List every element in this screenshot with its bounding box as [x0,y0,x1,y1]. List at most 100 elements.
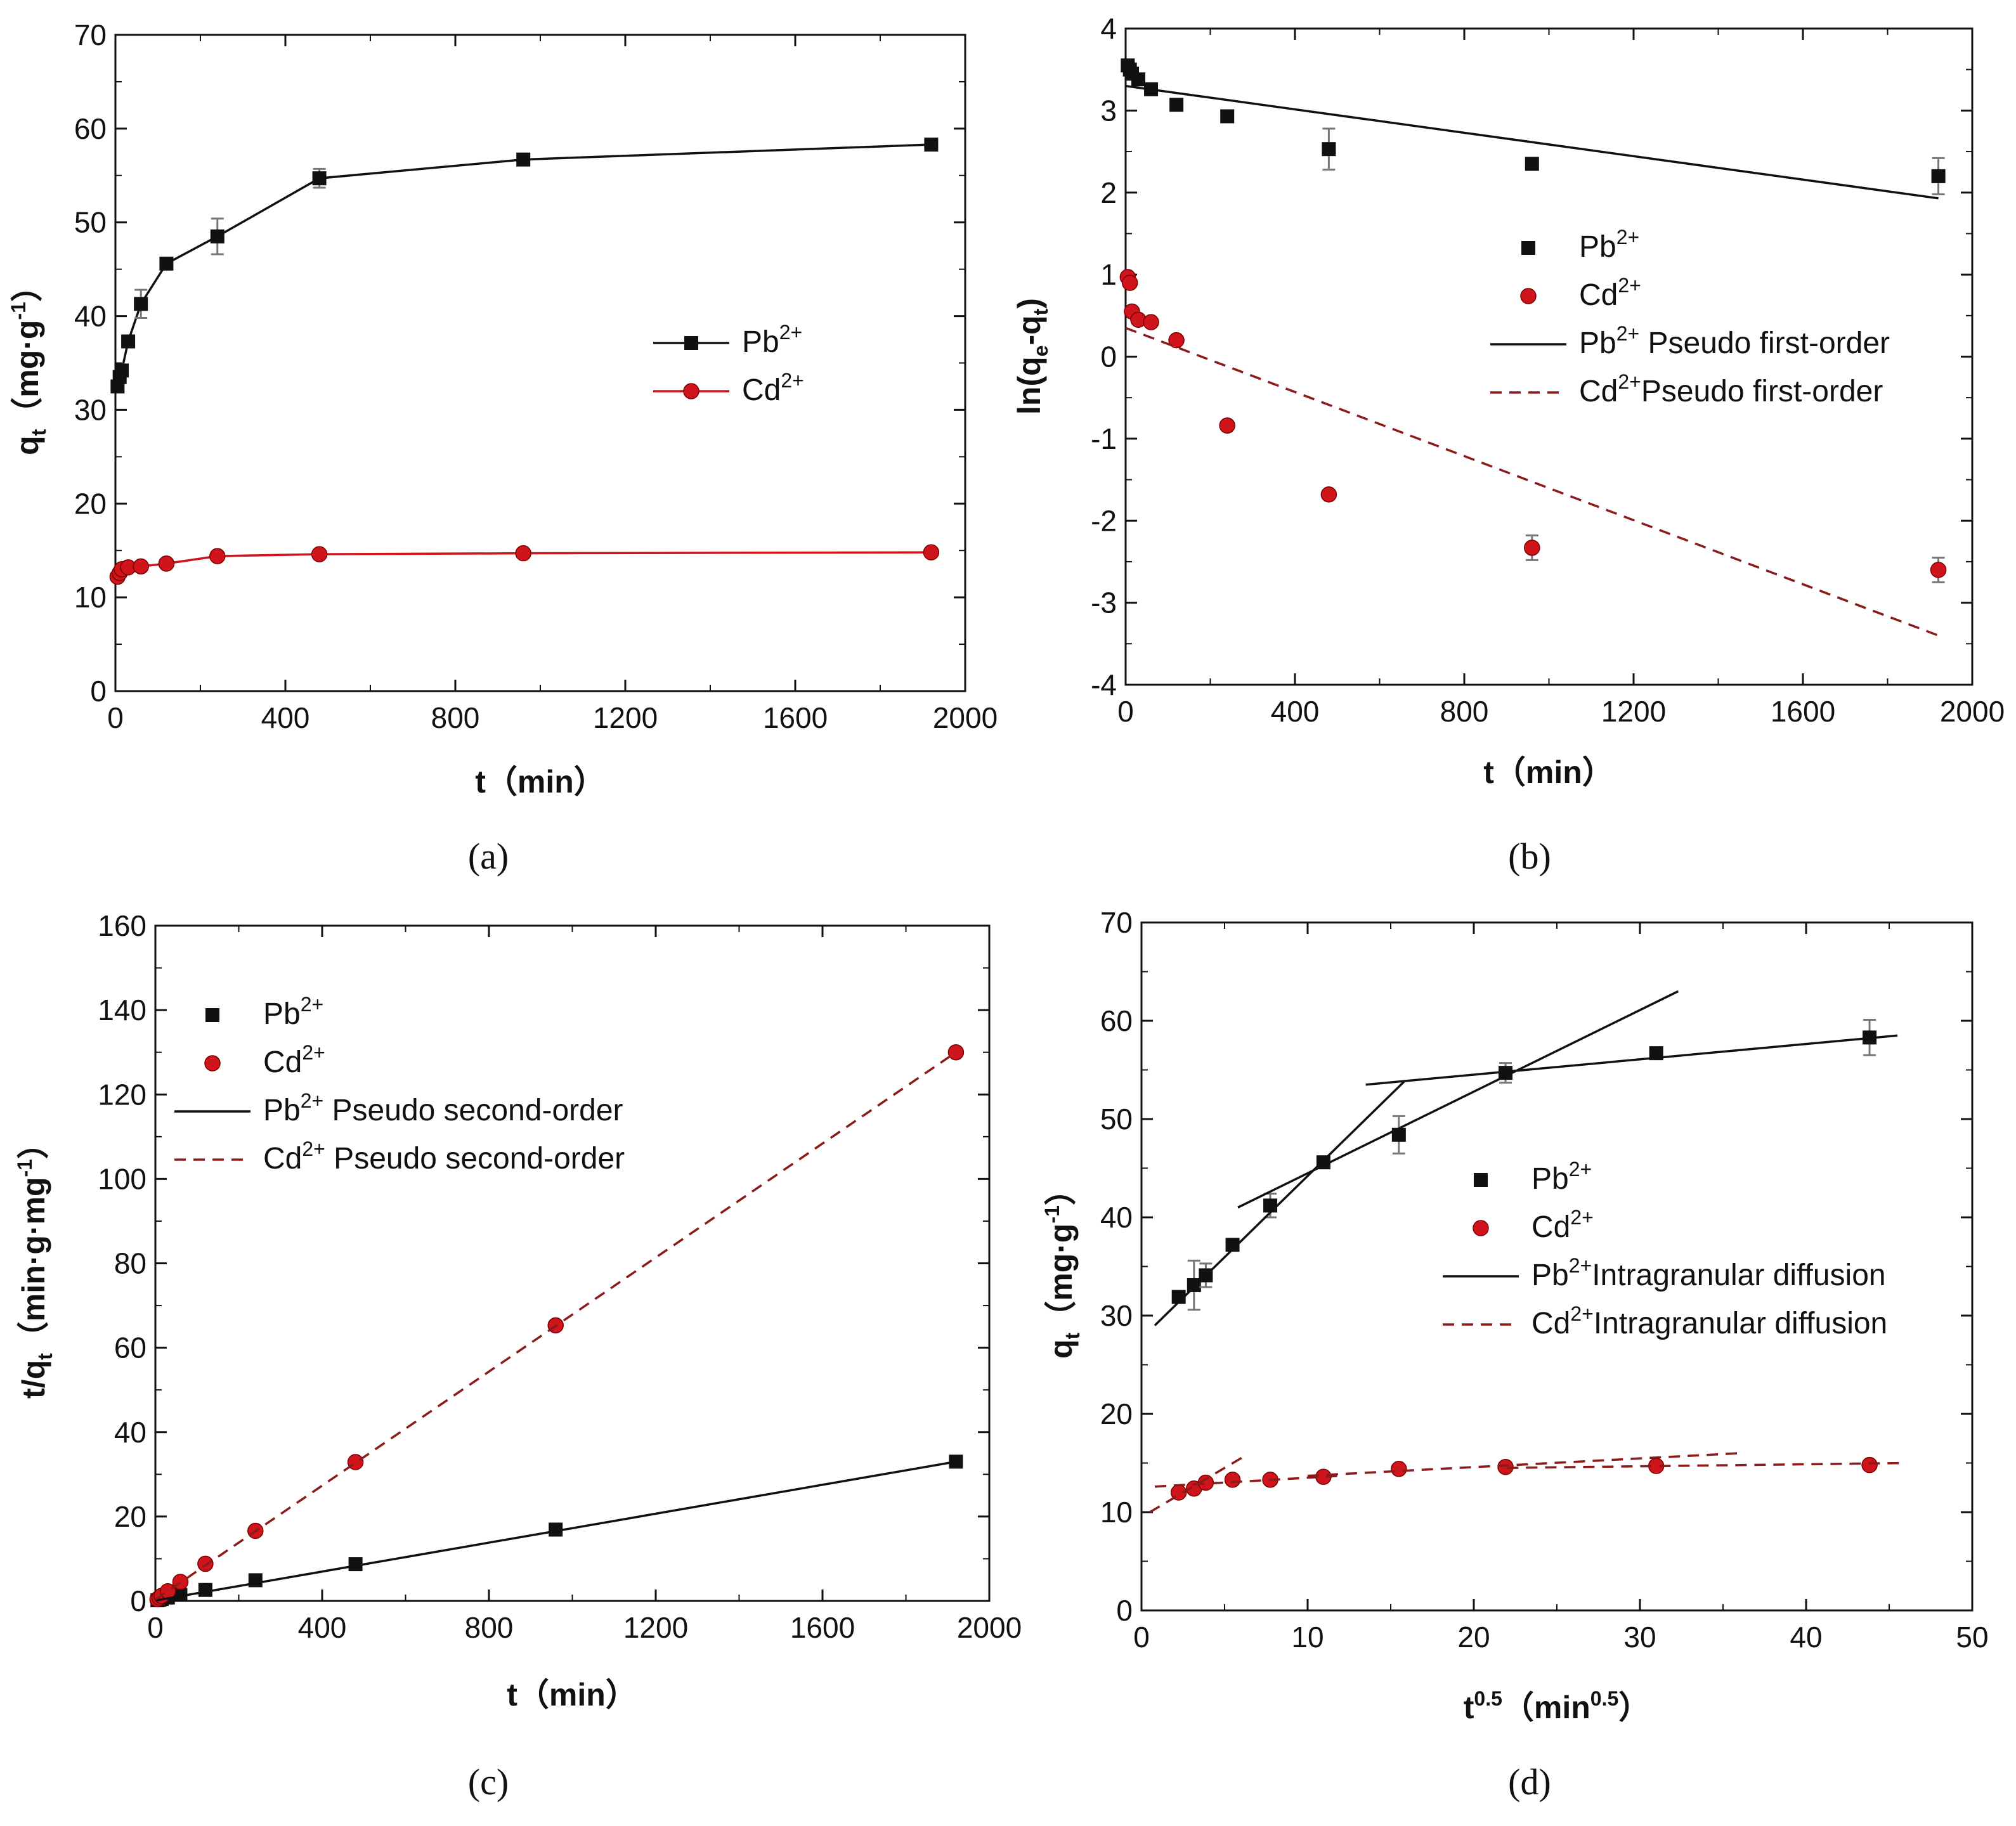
panel-a: 0 400 800 1200 1600 2000 0 10 20 30 40 50 60 70 t（min… [7,18,998,877]
y-tick-label: 4 [1100,12,1117,45]
x-tick-label: 1600 [790,1611,855,1644]
legend-marker [684,336,698,350]
y-tick-label: 0 [130,1584,146,1617]
series-b-2-line [1125,84,1939,200]
y-axis-title-d: qt（mg·g-1） [1041,1174,1084,1359]
series-c-1-point [947,1044,965,1061]
series-b-1-point [1219,417,1235,434]
series-a-0-point [159,256,174,271]
y-tick-label: 60 [114,1331,146,1364]
series-b-3-line [1125,327,1939,637]
y-tick-label: 2 [1100,176,1117,209]
series-a-0-point [134,297,148,311]
y-tick-label: 60 [1100,1004,1133,1037]
y-tick-label: 0 [1116,1594,1133,1627]
x-tick-label: 2000 [957,1611,1022,1644]
legend-item-c-0: Pb2+ [205,993,323,1031]
x-axis-title-a: t（min） [475,764,606,800]
series-b-0-point [1131,72,1146,87]
x-tick-label: 2000 [933,701,998,734]
y-tick-label: 140 [98,994,146,1026]
legend-label: Cd2+ [742,369,804,407]
series-d-0-point [1225,1238,1240,1252]
legend-label: Cd2+Intragranular diffusion [1532,1302,1887,1340]
y-tick-label: 40 [114,1416,146,1449]
series-c-2-line [155,1460,956,1602]
legend-marker [1520,288,1537,304]
legend-label: Pb2+ [1579,226,1639,264]
series-b-0-point [1169,98,1184,112]
legend-marker [204,1055,221,1072]
ticks-d: 0 10 20 30 40 50 0 10 20 30 40 50 60 70 [1100,906,1989,1654]
legend-label: Cd2+ Pseudo second-order [263,1137,625,1175]
panel-caption-a: (a) [468,836,509,877]
series-b-1-point [1168,332,1185,349]
legend-item-c-2: Pb2+ Pseudo second-order [174,1089,623,1127]
y-tick-label: 70 [1100,906,1133,939]
series-b-0-point [1525,157,1539,171]
y-tick-label: 100 [98,1162,146,1195]
series-a-0-point [115,363,129,378]
legend-label: Pb2+Intragranular diffusion [1532,1254,1886,1292]
panel-caption-d: (d) [1508,1761,1551,1803]
series-b-1-point [1121,275,1138,291]
legend-item-b-0: Pb2+ [1521,226,1639,264]
ticks-c: 0 400 800 1200 1600 2000 0 20 40 60 80 100 120 140 160 [98,909,1022,1644]
marks-b [1119,58,1947,637]
series-a-1-point [209,548,226,564]
series-d-0-point [1499,1066,1513,1080]
legend-marker [1473,1220,1489,1236]
series-a-0-point [924,137,939,152]
y-axis-title-c: t/qt（min·g·mg-1） [13,1127,56,1399]
legend-label: Pb2+ [742,321,802,359]
ticks-b: 0 400 800 1200 1600 2000 -4 -3 -2 -1 0 1 2 3 4 [1091,12,2005,728]
y-tick-label: 20 [114,1500,146,1533]
y-tick-label: 0 [90,675,107,708]
legend-label: Pb2+ [1532,1158,1592,1196]
y-tick-label: 40 [74,300,107,333]
legend-item-d-2: Pb2+Intragranular diffusion [1443,1254,1886,1292]
series-d-3-segment-3 [1507,1461,1906,1469]
x-tick-label: 10 [1291,1621,1323,1654]
series-a-0-point [312,171,327,186]
series-d-0-point [1263,1198,1278,1213]
y-tick-label: -4 [1091,668,1117,701]
y-tick-label: 10 [1100,1496,1133,1529]
y-tick-label: 50 [74,206,107,239]
series-c-0-point [248,1573,263,1588]
series-c-0-point [549,1522,563,1537]
x-tick-label: 20 [1457,1621,1490,1654]
legend-item-b-1: Cd2+ [1520,274,1641,312]
x-tick-label: 800 [431,701,480,734]
x-tick-label: 40 [1790,1621,1822,1654]
legend-a: Pb2+ Cd2+ [653,321,804,407]
x-tick-label: 1600 [763,701,828,734]
ticks-a: 0 400 800 1200 1600 2000 0 10 20 30 40 50 60 70 [74,18,998,734]
series-d-0-point [1187,1278,1201,1292]
y-tick-label: 1 [1100,258,1117,291]
x-axis-title-c: t（min） [507,1677,637,1713]
legend-item-d-1: Cd2+ [1473,1206,1594,1244]
panel-c: 0 400 800 1200 1600 2000 0 20 40 60 80 100 120 140 160… [13,909,1022,1803]
series-c-3-line [155,1051,957,1601]
series-a-1-point [311,546,328,562]
x-tick-label: 800 [465,1611,514,1644]
series-d-1-point [1391,1461,1407,1477]
legend-item-c-1: Cd2+ [204,1041,325,1079]
series-a-0-point [121,334,136,349]
series-b-1-point [1320,486,1337,503]
legend-label: Pb2+ [263,993,323,1031]
legend-marker [205,1008,219,1022]
legend-d: Pb2+ Cd2+ Pb2+Intragranular diffusion Cd2+I… [1443,1158,1887,1340]
y-tick-label: 30 [74,393,107,426]
series-d-2-segment-0 [1154,1080,1405,1326]
x-tick-label: 400 [298,1611,347,1644]
series-a-1-point [923,544,940,560]
series-a-1-point [133,558,149,575]
x-tick-label: 1200 [593,701,658,734]
x-tick-label: 50 [1956,1621,1988,1654]
legend-item-d-0: Pb2+ [1474,1158,1592,1196]
x-tick-label: 0 [1117,695,1134,728]
series-b-1-point [1930,562,1947,578]
